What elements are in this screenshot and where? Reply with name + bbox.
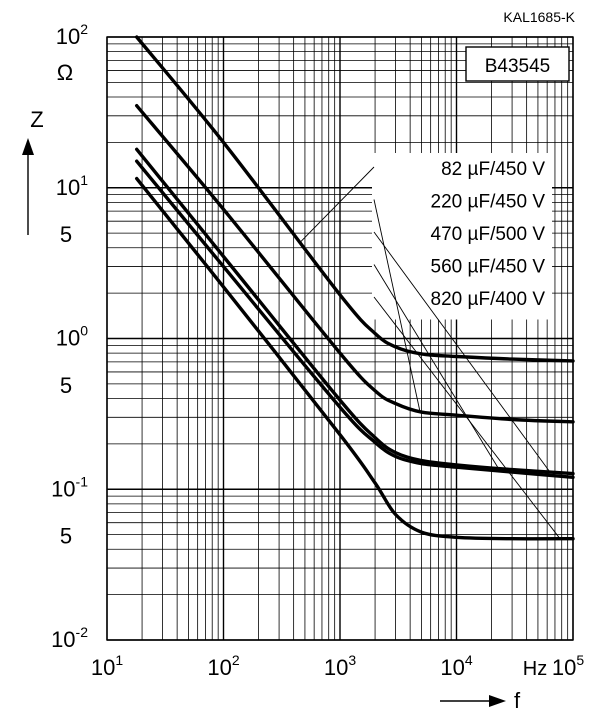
legend-leader-line: [299, 166, 375, 243]
series-box: [465, 46, 570, 82]
impedance-curve: [135, 176, 575, 541]
document-code: KAL1685-K: [503, 9, 575, 25]
x-tick-label: 105: [552, 652, 584, 680]
impedance-curves: [135, 35, 575, 541]
plot-frame: [106, 36, 574, 641]
legend-leader-line: [373, 296, 561, 539]
y-minor-tick-label: 5: [60, 373, 72, 398]
legend-label: 220 µF/450 V: [431, 192, 546, 213]
y-minor-tick-label: 5: [60, 524, 72, 549]
y-tick-label: 102: [56, 21, 88, 49]
legend-label: 560 µF/450 V: [431, 257, 546, 278]
x-tick-label: 104: [440, 652, 472, 680]
legend-label: 82 µF/450 V: [441, 159, 545, 180]
series-label: B43545: [485, 56, 551, 77]
impedance-curve: [135, 104, 575, 424]
y-tick-label: 101: [56, 172, 88, 200]
x-tick-label: 102: [207, 652, 239, 680]
y-minor-tick-label: 5: [60, 222, 72, 247]
legend-leader-line: [373, 199, 421, 412]
y-tick-label: 100: [56, 323, 88, 351]
impedance-curve: [135, 159, 575, 479]
legend-leader-line: [373, 231, 551, 473]
legend-label: 470 µF/500 V: [431, 224, 546, 245]
grid: [106, 36, 574, 641]
impedance-curve: [135, 147, 575, 476]
x-axis-arrow-head: [489, 695, 506, 707]
y-axis-label: Z: [30, 107, 43, 132]
x-axis-label: f: [514, 688, 521, 711]
x-unit-label: Hz: [523, 658, 547, 680]
legend-background: [372, 153, 552, 320]
x-tick-label: 103: [324, 652, 356, 680]
chart-labels: 82 µF/450 V 220 µF/450 V 470 µF/500 V 560 µ…: [22, 9, 584, 711]
legend-label: 820 µF/400 V: [431, 289, 546, 310]
legend-leader-line: [373, 264, 501, 472]
y-tick-label: 10-1: [51, 473, 88, 501]
legend-leader-lines: [299, 153, 561, 539]
x-tick-label: 101: [91, 652, 123, 680]
impedance-curve: [135, 35, 575, 363]
y-unit-label: Ω: [57, 60, 73, 85]
y-axis-arrow-head: [22, 138, 34, 155]
y-tick-label: 10-2: [51, 624, 88, 652]
